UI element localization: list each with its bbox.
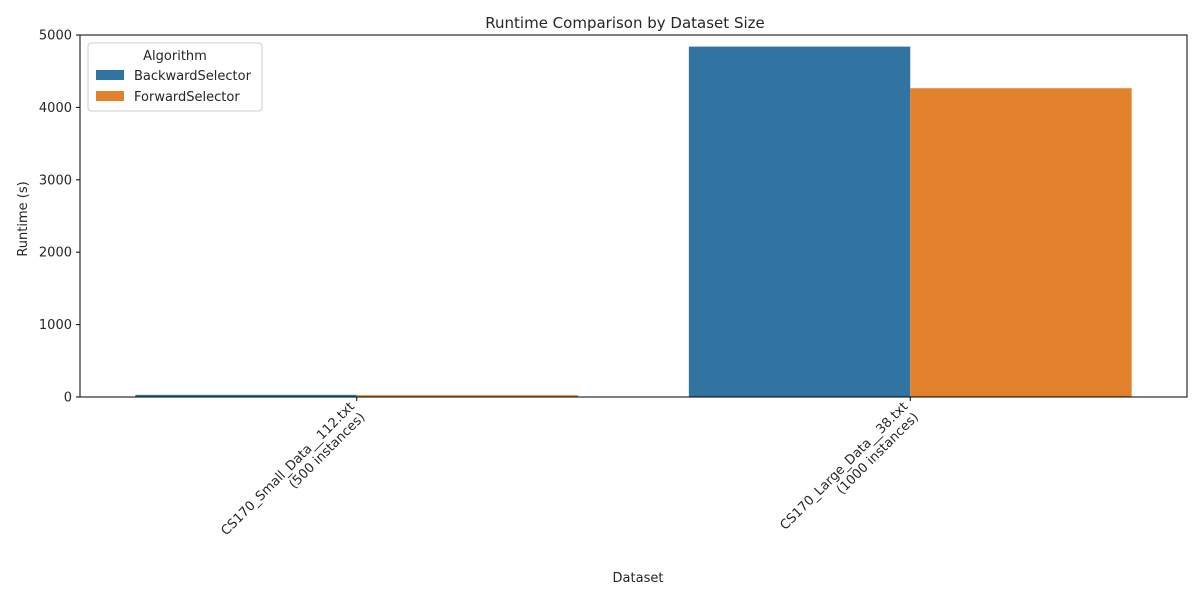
legend-title: Algorithm xyxy=(143,49,207,64)
x-tick-label-0: CS170_Small_Data__112.txt(500 instances) xyxy=(218,399,368,549)
x-tick-label-1: CS170_Large_Data__38.txt(1000 instances) xyxy=(777,399,921,543)
y-tick-label: 2000 xyxy=(39,246,72,261)
legend-label-backwardselector: BackwardSelector xyxy=(134,69,252,84)
y-tick-label: 0 xyxy=(64,391,72,406)
legend-box xyxy=(87,42,263,112)
bar-forwardselector-0 xyxy=(356,395,579,397)
bar-backwardselector-0 xyxy=(135,394,357,397)
y-tick-label: 4000 xyxy=(39,101,72,116)
x-axis-label: Dataset xyxy=(613,571,664,586)
plot-area: 0 1000 2000 3000 4000 5000 CS170_Small_Data__1… xyxy=(39,29,1188,549)
y-tick-label: 3000 xyxy=(39,173,72,188)
bar-forwardselector-1 xyxy=(910,88,1132,398)
y-tick-label: 1000 xyxy=(39,318,72,333)
y-axis-label: Runtime (s) xyxy=(16,181,31,256)
bar-backwardselector-1 xyxy=(688,46,911,398)
x-tick-label-line: CS170_Large_Data__38.txt xyxy=(777,399,911,533)
plot-frame xyxy=(79,34,1188,398)
x-tick-label-line: CS170_Small_Data__112.txt xyxy=(218,399,357,538)
legend-swatch-backwardselector xyxy=(96,70,124,80)
legend: Algorithm BackwardSelector ForwardSelector xyxy=(87,42,263,112)
legend-label-forwardselector: ForwardSelector xyxy=(134,90,240,105)
chart-title: Runtime Comparison by Dataset Size xyxy=(485,14,764,32)
legend-swatch-forwardselector xyxy=(96,91,124,101)
y-tick-label: 5000 xyxy=(39,29,72,44)
